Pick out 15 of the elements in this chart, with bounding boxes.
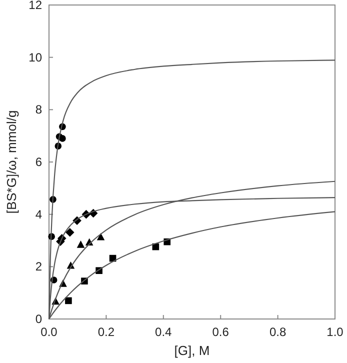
- y-axis-title: [BS*G]/ω, mmol/g: [4, 110, 19, 214]
- x-tick-label: 0.2: [98, 325, 115, 339]
- y-tick-label: 4: [35, 207, 42, 222]
- x-tick-label: 0.0: [40, 325, 58, 339]
- x-tick-label: 0.8: [269, 325, 286, 339]
- y-tick-label: 10: [28, 50, 42, 64]
- y-tick-label: 12: [28, 0, 42, 12]
- x-tick-label: 0.4: [155, 325, 172, 339]
- x-tick-label: 1.0: [326, 325, 344, 339]
- x-axis-title: [G], M: [174, 343, 210, 358]
- y-tick-label: 2: [35, 260, 42, 274]
- y-tick-label: 6: [35, 155, 42, 169]
- y-tick-label: 0: [35, 312, 42, 326]
- y-tick-label: 8: [35, 102, 42, 117]
- x-tick-label: 0.6: [212, 325, 230, 339]
